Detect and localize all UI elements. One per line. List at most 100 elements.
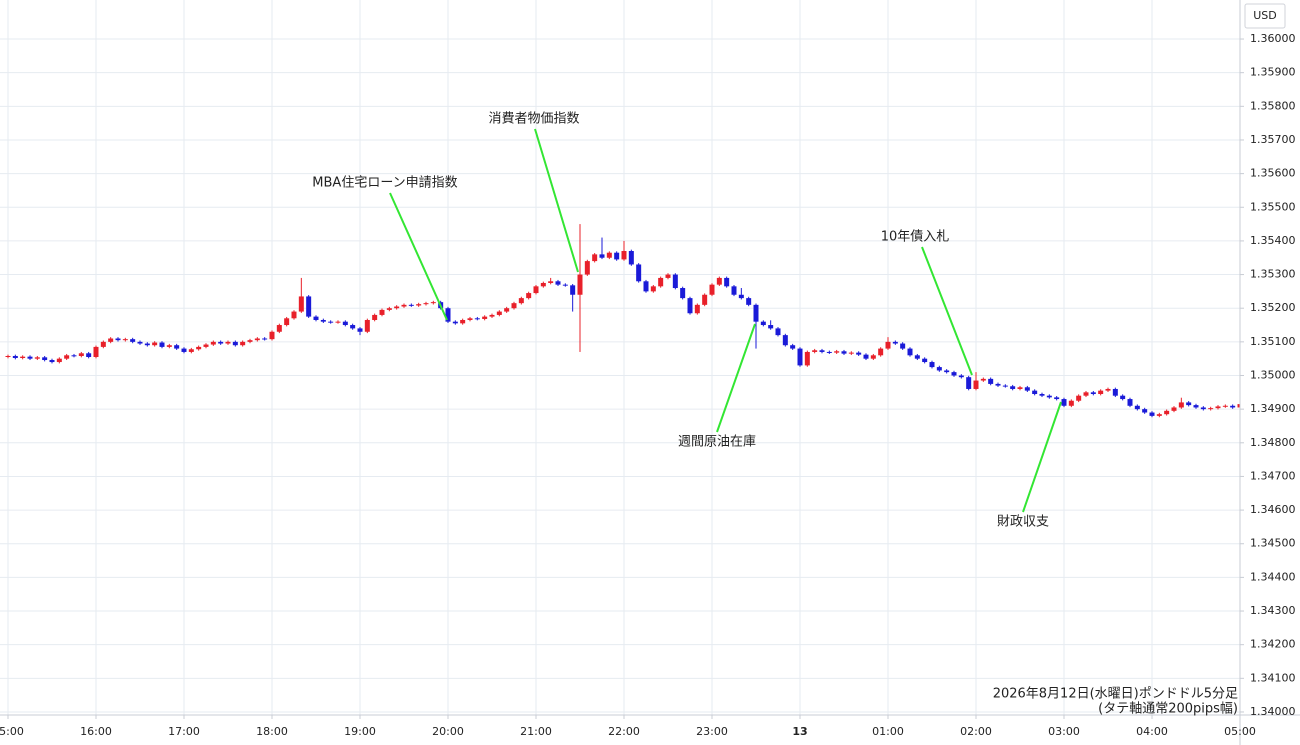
y-tick-label: 1.35600 (1250, 167, 1296, 180)
candle-body (606, 252, 612, 258)
candle-body (694, 304, 700, 314)
candle-body (20, 356, 26, 359)
candle-body (988, 378, 994, 384)
candle-body (753, 304, 759, 322)
candle-body (166, 345, 172, 347)
candle-body (181, 348, 187, 352)
candle-body (929, 362, 935, 368)
candle-body (108, 338, 114, 342)
candle-body (775, 328, 781, 336)
candle-body (1230, 405, 1236, 408)
x-tick-label: 02:00 (960, 725, 992, 738)
candle-body (254, 338, 260, 341)
candle-body (1068, 400, 1074, 406)
candle-body (540, 282, 546, 287)
candle-body (313, 316, 319, 320)
candle-body (482, 316, 488, 319)
candle-body (922, 358, 928, 363)
y-tick-label: 1.34700 (1250, 469, 1296, 482)
y-tick-label: 1.35400 (1250, 234, 1296, 247)
candle-body (137, 341, 143, 344)
candle-body (643, 281, 649, 292)
candle-body (1142, 409, 1148, 413)
candle-body (746, 298, 752, 305)
candle-body (592, 254, 598, 262)
candle-body (401, 304, 407, 307)
candle-body (27, 356, 33, 359)
annotation-leader (1022, 401, 1062, 513)
y-tick-label: 1.34300 (1250, 604, 1296, 617)
x-tick-label: 04:00 (1136, 725, 1168, 738)
x-tick-label: 22:00 (608, 725, 640, 738)
candle-body (687, 298, 693, 314)
candle-body (885, 341, 891, 349)
candle-body (122, 339, 128, 341)
x-tick-label: 17:00 (168, 725, 200, 738)
candle-body (900, 343, 906, 349)
candle-body (262, 338, 268, 340)
candle-body (130, 339, 136, 342)
y-tick-label: 1.35100 (1250, 335, 1296, 348)
candle-body (152, 342, 158, 346)
annotation-text: 週間原油在庫 (678, 435, 756, 450)
candle-body (364, 319, 370, 332)
candle-body (12, 355, 18, 359)
candle-body (650, 286, 656, 292)
candle-body (93, 346, 99, 357)
candle-body (188, 349, 194, 352)
candle-body (995, 383, 1001, 386)
annotation-leader (534, 128, 579, 273)
candle-body (269, 331, 275, 340)
y-tick-label: 1.34800 (1250, 436, 1296, 449)
candle-body (423, 303, 429, 305)
candle-body (1193, 405, 1199, 408)
candle-body (804, 351, 810, 366)
candle-body (716, 277, 722, 285)
candle-body (1010, 386, 1016, 389)
candle-body (210, 341, 216, 345)
candle-body (562, 284, 568, 286)
candle-body (64, 355, 70, 359)
candle-body (86, 353, 92, 357)
candle-body (1200, 407, 1206, 410)
candle-body (914, 355, 920, 359)
candle-body (599, 254, 605, 258)
candle-body (284, 318, 290, 326)
y-tick-label: 1.35700 (1250, 133, 1296, 146)
candle-body (1098, 390, 1104, 395)
y-axis-label: USD (1253, 9, 1277, 22)
annotation-text: 消費者物価指数 (488, 112, 579, 127)
candle-body (782, 335, 788, 346)
candle-body (342, 321, 348, 326)
candle-body (680, 288, 686, 299)
candle-body (856, 352, 862, 355)
candle-body (34, 357, 40, 359)
candle-body (100, 341, 106, 347)
candle-body (408, 304, 414, 306)
candle-body (291, 311, 297, 319)
candle-body (526, 293, 532, 299)
currency-box (1244, 3, 1286, 29)
x-tick-label: 03:00 (1048, 725, 1080, 738)
candle-body (812, 350, 818, 352)
candle-body (533, 286, 539, 294)
candle-body (944, 370, 950, 373)
candle-body (1222, 405, 1228, 407)
x-tick-label: 21:00 (520, 725, 552, 738)
candle-body (386, 308, 392, 310)
candle-body (1178, 402, 1184, 408)
candle-body (628, 251, 634, 265)
x-tick-label: 15:00 (0, 725, 24, 738)
candle-body (672, 274, 678, 289)
candle-body (518, 298, 524, 304)
candle-body (1171, 407, 1177, 411)
x-tick-label: 19:00 (344, 725, 376, 738)
candle-body (760, 321, 766, 326)
candle-body (240, 341, 246, 346)
x-tick-label: 23:00 (696, 725, 728, 738)
candle-body (474, 318, 480, 320)
candle-body (452, 321, 458, 324)
candle-body (78, 353, 84, 356)
